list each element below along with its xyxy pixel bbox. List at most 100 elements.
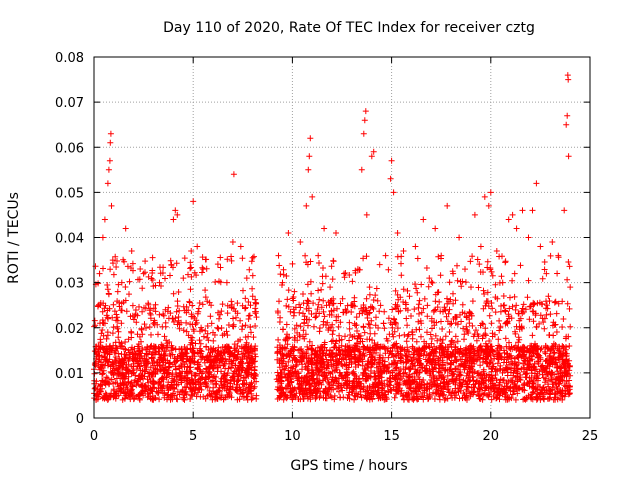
scatter-point [475,369,482,376]
x-tick-label: 5 [189,429,197,444]
scatter-point [537,243,544,250]
scatter-point [412,243,419,250]
scatter-point [565,153,572,160]
scatter-point [511,365,518,372]
scatter-point [501,383,508,390]
scatter-point [341,270,347,277]
scatter-point [208,302,215,309]
scatter-point [309,193,316,200]
scatter-point [106,157,113,164]
scatter-point [388,157,395,164]
scatter-point [416,369,423,376]
scatter-point [306,153,313,160]
scatter-point [529,207,536,214]
y-tick-label: 0.05 [55,186,84,201]
scatter-point [120,374,127,381]
scatter-point [109,257,116,264]
scatter-point [499,279,506,286]
scatter-point [489,360,496,367]
scatter-point [485,202,492,209]
scatter-point [152,369,159,376]
scatter-point [432,225,439,232]
scatter-point [180,275,187,282]
scatter-point [229,239,236,245]
scatter-point [313,360,320,367]
x-tick-label: 10 [284,429,301,444]
scatter-point [277,374,284,381]
y-tick-label: 0.04 [55,232,84,247]
scatter-point [438,252,445,259]
scatter-point [285,230,292,236]
scatter-point [279,279,286,286]
scatter-point [519,207,526,214]
scatter-point [354,266,361,273]
scatter-point [315,252,322,259]
scatter-point [101,216,108,223]
scatter-point [555,252,562,259]
scatter-point [140,270,147,277]
scatter-point [513,225,520,232]
scatter-point [132,311,139,318]
scatter-point [333,230,339,236]
scatter-point [243,275,250,282]
scatter-point [452,365,459,372]
scatter-point [249,293,256,300]
scatter-point [297,239,304,245]
scatter-point [547,387,554,394]
scatter-point [350,383,357,390]
scatter-point [450,270,457,277]
scatter-point [321,225,328,232]
y-tick-label: 0.06 [55,141,84,156]
scatter-point [533,180,540,187]
scatter-point [549,239,556,245]
scatter-point [176,365,183,372]
scatter-point [289,365,296,372]
scatter-point [509,211,516,218]
scatter-point [404,392,411,399]
scatter-point [245,369,252,376]
scatter-point [382,252,389,259]
scatter-point [223,279,230,286]
scatter-point [464,396,470,403]
scatter-points [93,72,574,403]
y-tick-label: 0.02 [55,322,84,337]
scatter-point [462,266,468,273]
scatter-point [376,261,383,268]
scatter-point [390,189,397,196]
y-tick-label: 0 [76,412,84,427]
scatter-point [362,108,369,115]
scatter-point [130,360,137,367]
scatter-point [186,378,193,385]
scatter-point [110,365,117,372]
x-tick-label: 20 [483,429,500,444]
y-tick-label: 0.03 [55,277,84,292]
scatter-point [114,288,121,295]
scatter-point [170,216,177,223]
scatter-point [444,202,451,209]
scatter-point [358,166,365,173]
x-tick-label: 25 [582,429,599,444]
scatter-point [97,320,103,327]
scatter-point [363,211,370,218]
scatter-point [535,360,542,367]
scatter-point [337,369,343,376]
scatter-point [561,207,568,214]
scatter-point [102,378,109,385]
x-tick-label: 0 [90,429,98,444]
scatter-points-dense [91,252,574,403]
scatter-point [440,378,447,385]
chart-title: Day 110 of 2020, Rate Of TEC Index for r… [163,20,535,36]
scatter-point [216,315,222,322]
scatter-point [107,139,114,146]
y-tick-label: 0.01 [55,367,84,382]
scatter-point [487,189,494,196]
scatter-point [563,121,570,128]
scatter-point [493,248,500,254]
scatter-point [303,202,310,209]
scatter-point [481,193,488,200]
scatter-point-cloud [91,252,574,403]
scatter-point [190,198,197,205]
scatter-point [477,243,484,250]
scatter-point [168,261,175,268]
